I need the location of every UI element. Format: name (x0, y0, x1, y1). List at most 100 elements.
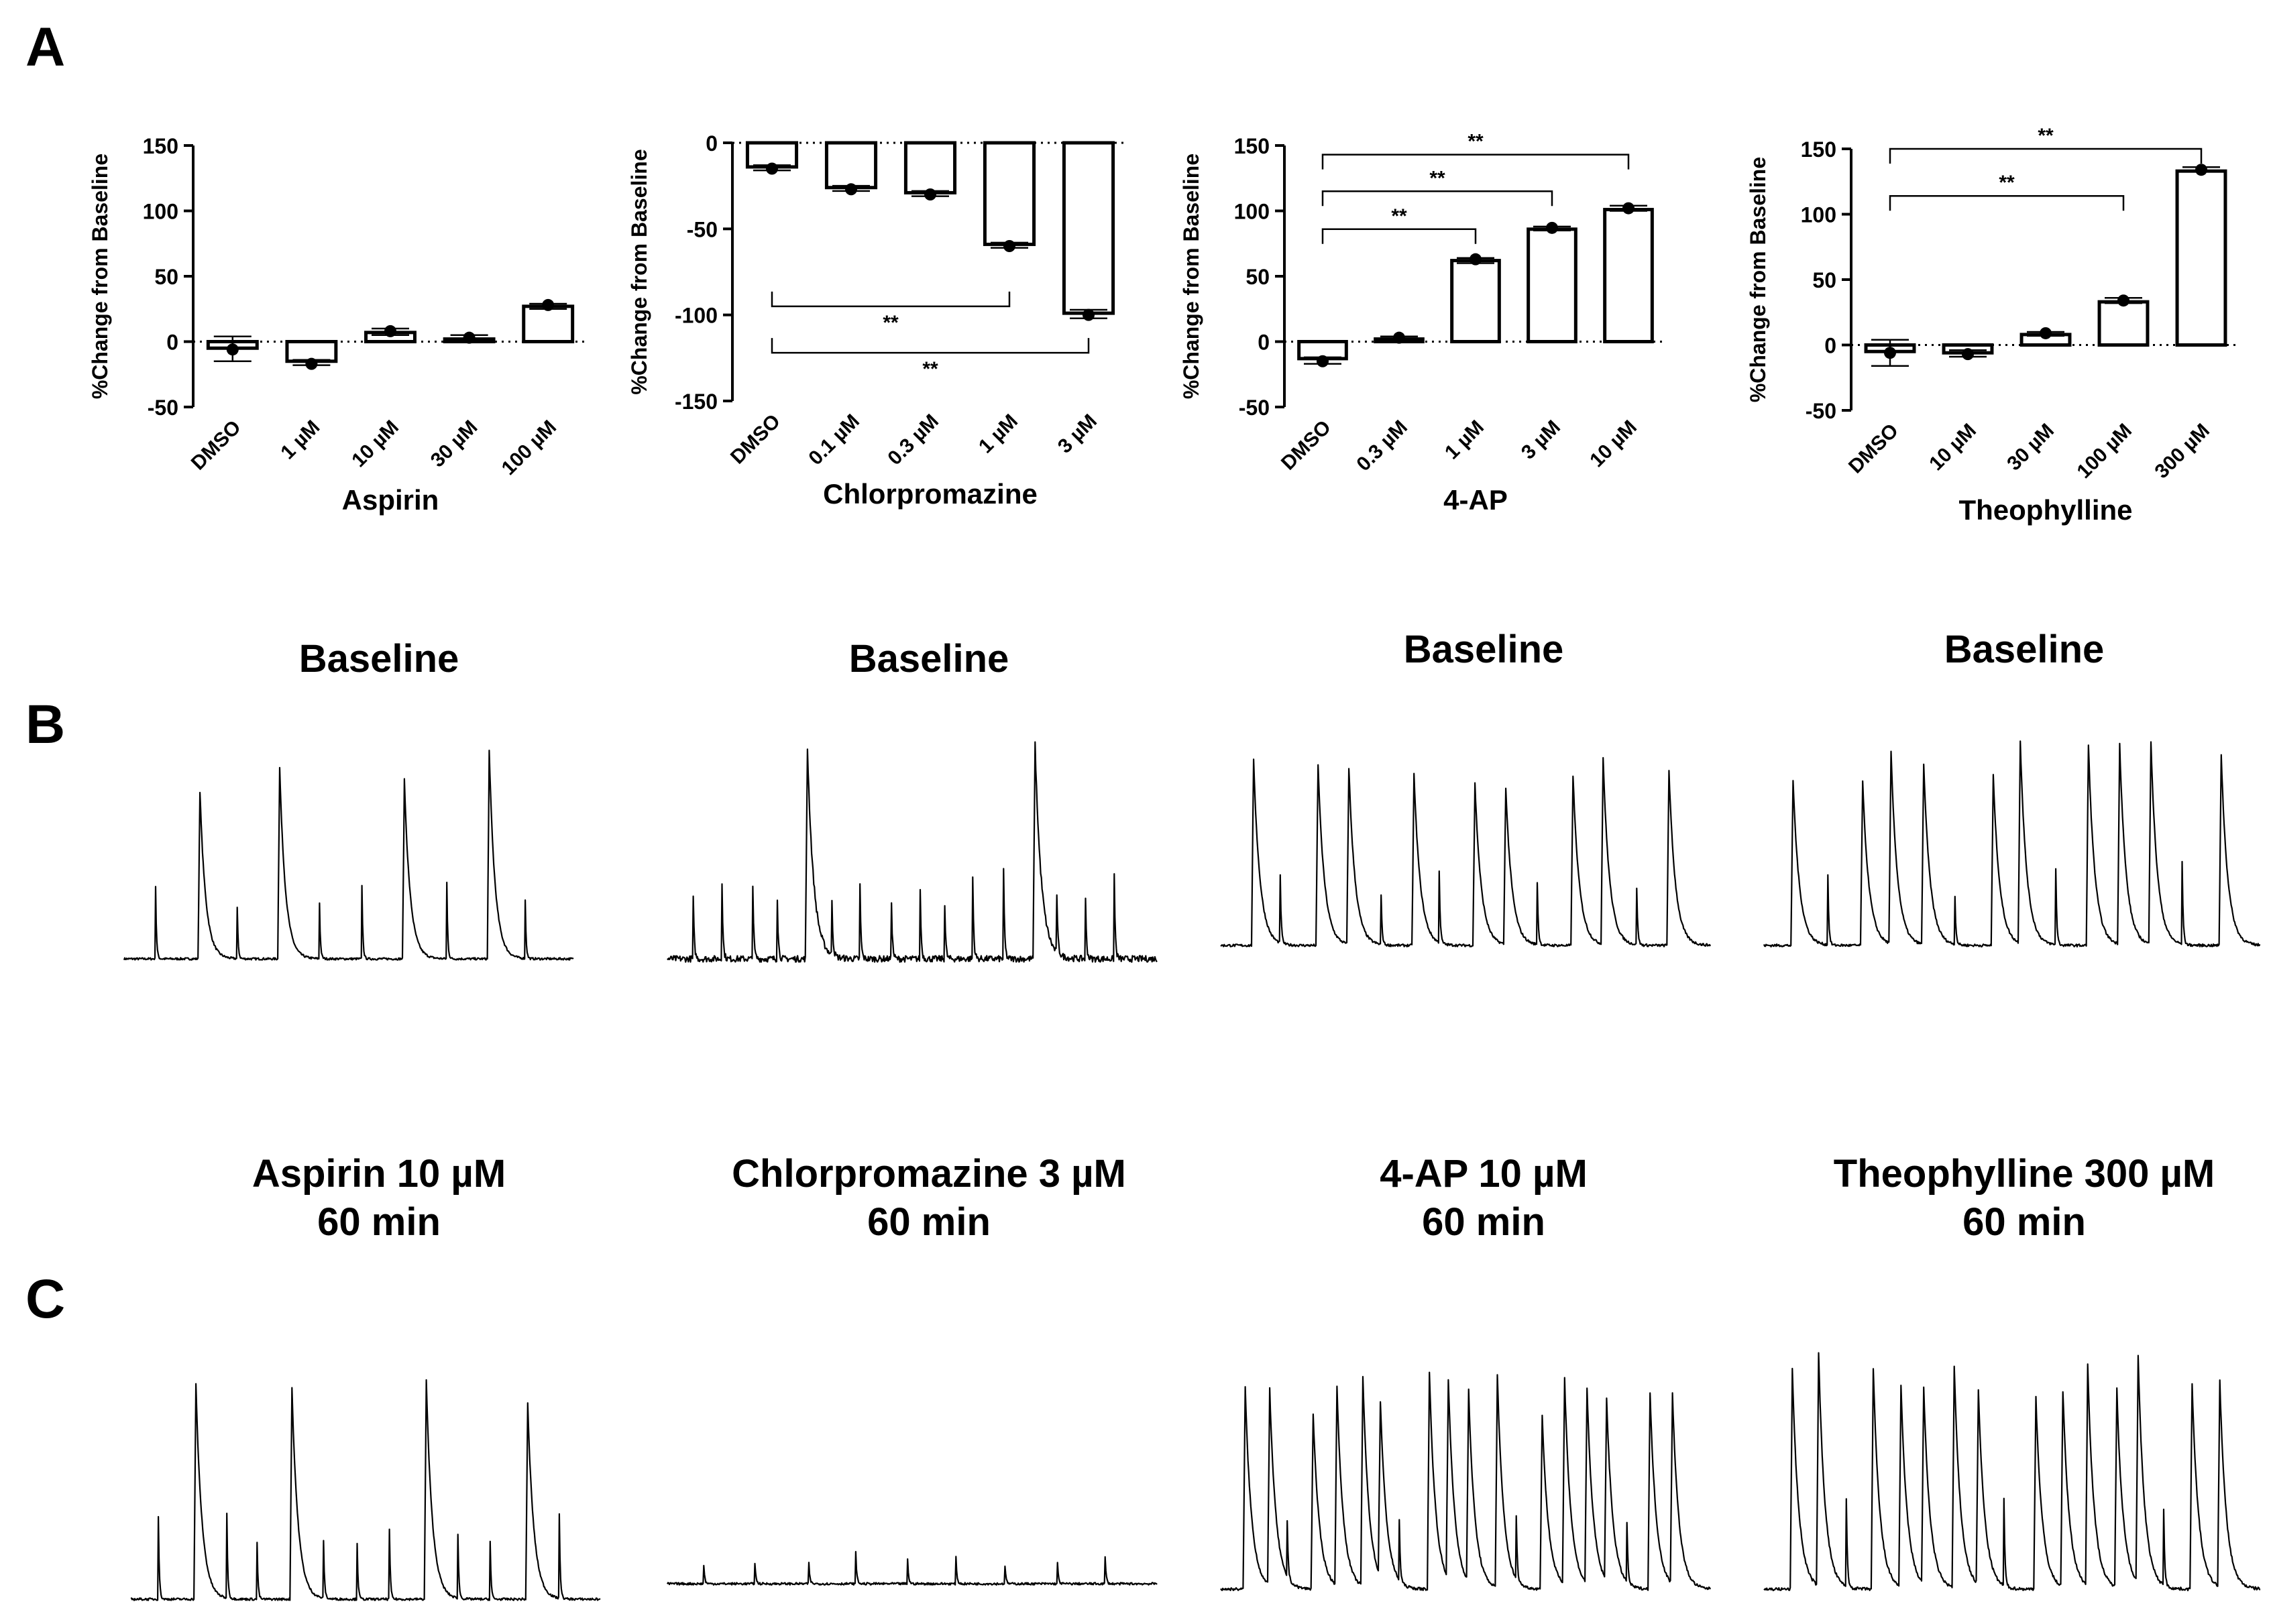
x-tick-label: 1 µM (1441, 416, 1488, 464)
y-tick-label: 150 (1234, 134, 1270, 158)
data-point (226, 343, 239, 356)
bar (1450, 259, 1501, 344)
treated-title-chlorpromazine: Chlorpromazine 3 µM (732, 1152, 1126, 1196)
x-tick-label: 1 µM (975, 410, 1022, 458)
data-point (924, 188, 936, 200)
y-tick-label: 150 (143, 134, 178, 158)
data-point (1622, 202, 1635, 215)
y-tick-label: 100 (1801, 203, 1836, 227)
bar (983, 141, 1036, 246)
baseline-title-aspirin: Baseline (299, 637, 459, 681)
significance-bracket (1321, 154, 1630, 170)
significance-bracket (771, 338, 1090, 354)
y-tick-label: 50 (1812, 268, 1836, 292)
data-point (463, 331, 476, 344)
y-tick-label: 50 (154, 265, 178, 289)
treated-trace-4-ap (1220, 1371, 1711, 1591)
significance-label: ** (883, 312, 899, 334)
x-tick-label: 0.3 µM (883, 410, 943, 470)
bar (903, 141, 957, 194)
treated-title-4-ap: 4-AP 10 µM (1380, 1152, 1588, 1196)
y-tick-label: 50 (1245, 265, 1270, 289)
baseline-title-chlorpromazine: Baseline (849, 637, 1009, 681)
significance-bracket (1889, 148, 2203, 164)
aspirin-bar-chart: -50 0 50 100 150 DMSO 1 µM 10 µM 30 µM 100 µM %Cha… (88, 134, 588, 516)
bar (824, 141, 878, 190)
data-point (845, 183, 857, 196)
panel-label-b: B (25, 694, 65, 755)
x-axis-title: 4-AP (1443, 484, 1508, 516)
baseline-trace-theophylline (1763, 740, 2261, 947)
y-tick-label: -50 (148, 396, 178, 420)
x-tick-label: 0.1 µM (804, 410, 864, 470)
y-tick-label: -150 (675, 390, 718, 414)
y-tick-label: 0 (1824, 334, 1836, 358)
treated-subtitle-theophylline: 60 min (1962, 1200, 2086, 1244)
data-point (1546, 221, 1558, 234)
significance-label: ** (1391, 205, 1407, 227)
bar (1062, 141, 1115, 315)
x-axis-title: Chlorpromazine (823, 478, 1038, 510)
x-tick-label: 100 µM (498, 416, 561, 480)
4-ap-bar-chart: -50 0 50 100 150 DMSO 0.3 µM 1 µM 3 µM 10 µM ** ** *… (1179, 131, 1667, 516)
x-tick-label: 30 µM (427, 416, 482, 472)
treated-subtitle-4-ap: 60 min (1422, 1200, 1545, 1244)
y-axis-title: %Change from Baseline (627, 149, 651, 394)
y-tick-label: -50 (1806, 399, 1836, 423)
y-tick-label: 100 (143, 200, 178, 224)
x-tick-label: DMSO (726, 410, 785, 469)
y-tick-label: 0 (166, 331, 178, 355)
significance-label: ** (1429, 167, 1445, 189)
treated-trace-theophylline (1763, 1352, 2261, 1592)
data-point (1003, 240, 1015, 252)
baseline-trace-chlorpromazine (667, 741, 1158, 963)
data-point (2195, 164, 2207, 176)
y-axis-title: %Change from Baseline (1746, 157, 1770, 402)
treated-title-aspirin: Aspirin 10 µM (252, 1152, 506, 1196)
data-point (1317, 355, 1329, 367)
x-tick-label: 1 µM (276, 416, 324, 464)
significance-bracket (1321, 190, 1553, 207)
baseline-traces (123, 740, 2261, 963)
data-point (542, 298, 555, 311)
chlorpromazine-bar-chart: -150 -100 -50 0 DMSO 0.1 µM 0.3 µM 1 µM 3 µM ** **… (627, 131, 1128, 510)
treated-subtitle-chlorpromazine: 60 min (867, 1200, 991, 1244)
data-point (1962, 348, 1974, 361)
data-point (2117, 294, 2129, 307)
data-point (1083, 308, 1095, 321)
x-tick-label: 100 µM (2072, 420, 2136, 483)
x-tick-label: 3 µM (1517, 416, 1565, 464)
x-axis-title: Aspirin (342, 484, 439, 516)
bar (2175, 169, 2227, 347)
baseline-title-theophylline: Baseline (1944, 628, 2105, 671)
x-tick-label: 10 µM (347, 416, 403, 472)
significance-label: ** (922, 358, 938, 380)
bar (522, 304, 575, 344)
y-tick-label: 0 (1258, 331, 1270, 355)
x-tick-label: 10 µM (1925, 420, 1981, 475)
significance-bracket (1889, 194, 2125, 211)
significance-bracket (1321, 228, 1477, 244)
significance-label: ** (2038, 125, 2054, 147)
panel-label-a: A (25, 17, 65, 78)
panel-label-c: C (25, 1269, 65, 1330)
y-tick-label: -100 (675, 304, 718, 328)
treated-title-theophylline: Theophylline 300 µM (1834, 1152, 2215, 1196)
bar (2097, 300, 2150, 347)
significance-label: ** (1999, 172, 2015, 194)
y-tick-label: -50 (687, 217, 718, 241)
data-point (766, 162, 778, 175)
bar (1527, 227, 1577, 343)
x-tick-label: 10 µM (1586, 416, 1641, 472)
baseline-trace-aspirin (123, 750, 574, 961)
y-tick-label: 100 (1234, 200, 1270, 224)
data-point (384, 325, 396, 337)
y-axis-title: %Change from Baseline (88, 154, 112, 399)
treated-trace-aspirin (130, 1379, 601, 1601)
treated-subtitle-aspirin: 60 min (317, 1200, 441, 1244)
x-tick-label: 0.3 µM (1352, 416, 1412, 476)
x-axis-title: Theophylline (1958, 494, 2132, 526)
data-point (1393, 331, 1405, 344)
theophylline-bar-chart: -50 0 50 100 150 DMSO 10 µM 30 µM 100 µM 300 µM **… (1746, 125, 2240, 526)
